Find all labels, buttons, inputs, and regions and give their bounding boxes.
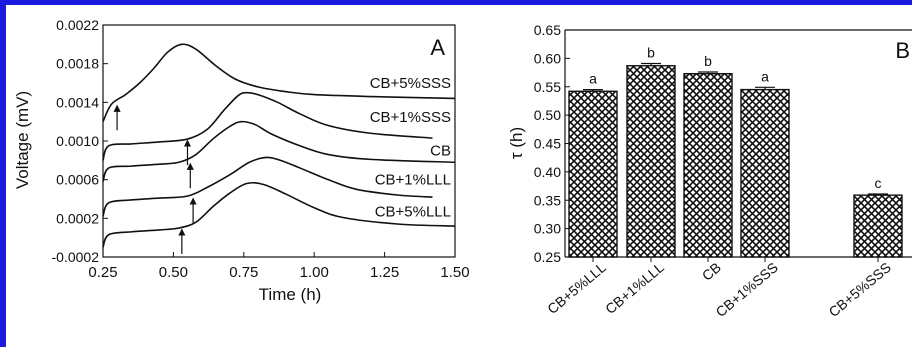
bar — [626, 65, 676, 258]
x-tick-label: 0.50 — [159, 264, 188, 281]
bar — [853, 194, 903, 258]
y-tick-label: 0.0014 — [56, 94, 99, 110]
significance-letter: a — [761, 68, 769, 84]
y-tick-label: 0.50 — [534, 107, 561, 123]
x-tick-label: 0.25 — [88, 264, 117, 281]
significance-letter: a — [589, 71, 597, 87]
x-tick-label: CB+5%LLL — [544, 259, 609, 317]
x-tick-label: 1.25 — [370, 264, 399, 281]
y-tick-label: 0.0018 — [56, 56, 99, 72]
y-tick-label: 0.40 — [534, 164, 561, 180]
x-tick-label: 1.00 — [300, 264, 329, 281]
series-label: CB+1%SSS — [370, 109, 451, 126]
significance-letter: b — [647, 44, 655, 60]
y-tick-label: 0.45 — [534, 136, 561, 152]
series-label: CB — [430, 143, 451, 160]
y-tick-label: 0.0022 — [56, 17, 99, 33]
series-label: CB+5%SSS — [370, 75, 451, 92]
y-tick-label: 0.55 — [534, 79, 561, 95]
panel-b-label: B — [895, 38, 910, 63]
frame-left-border — [0, 0, 6, 347]
x-tick-label: CB+1%LLL — [602, 259, 667, 317]
panel-b: 0.25 0.30 0.35 0.40 0.45 0.50 0.55 0.60 0.65 a CB+… — [507, 22, 912, 320]
series-line-4 — [102, 156, 433, 217]
bar — [740, 88, 790, 258]
x-tick-label: CB — [699, 259, 724, 284]
series-label: CB+5%LLL — [375, 204, 451, 221]
bar — [568, 90, 618, 258]
y-tick-label: 0.60 — [534, 50, 561, 66]
panel-b-plot-area: 0.25 0.30 0.35 0.40 0.45 0.50 0.55 0.60 0.65 a CB+… — [534, 22, 912, 320]
x-tick-label: CB+5%SSS — [826, 259, 894, 320]
series-label: CB+1%LLL — [375, 172, 451, 189]
y-tick-label: -0.0002 — [52, 249, 100, 265]
significance-letter: b — [704, 53, 712, 69]
panel-a-plot-area: 0.25 0.50 0.75 1.00 1.25 1.50 -0.0002 0.0002 0.0… — [52, 17, 470, 281]
y-tick-label: 0.35 — [534, 192, 561, 208]
y-tick-label: 0.65 — [534, 22, 561, 38]
panel-a: 0.25 0.50 0.75 1.00 1.25 1.50 -0.0002 0.0002 0.0… — [13, 17, 470, 304]
panel-b-y-axis-label: τ (h) — [507, 127, 526, 159]
y-tick-label: 0.0002 — [56, 210, 99, 226]
x-tick-label: 0.75 — [229, 264, 258, 281]
frame-top-border — [0, 0, 912, 5]
x-tick-label: CB+1%SSS — [713, 259, 781, 320]
panel-a-y-axis-label: Voltage (mV) — [13, 91, 32, 189]
series-line-3 — [102, 120, 456, 182]
significance-letter: c — [875, 175, 882, 191]
panel-a-axes-frame — [102, 24, 456, 258]
y-tick-label: 0.0006 — [56, 172, 99, 188]
series-line-1 — [102, 43, 456, 123]
x-tick-label: 1.50 — [440, 264, 469, 281]
bar — [683, 72, 733, 258]
series-line-2 — [102, 91, 433, 161]
y-tick-label: 0.25 — [534, 249, 561, 265]
panel-a-x-axis-label: Time (h) — [259, 285, 322, 304]
panel-a-label: A — [430, 35, 445, 60]
y-tick-label: 0.30 — [534, 221, 561, 237]
series-line-5 — [102, 181, 456, 248]
y-tick-label: 0.0010 — [56, 133, 99, 149]
